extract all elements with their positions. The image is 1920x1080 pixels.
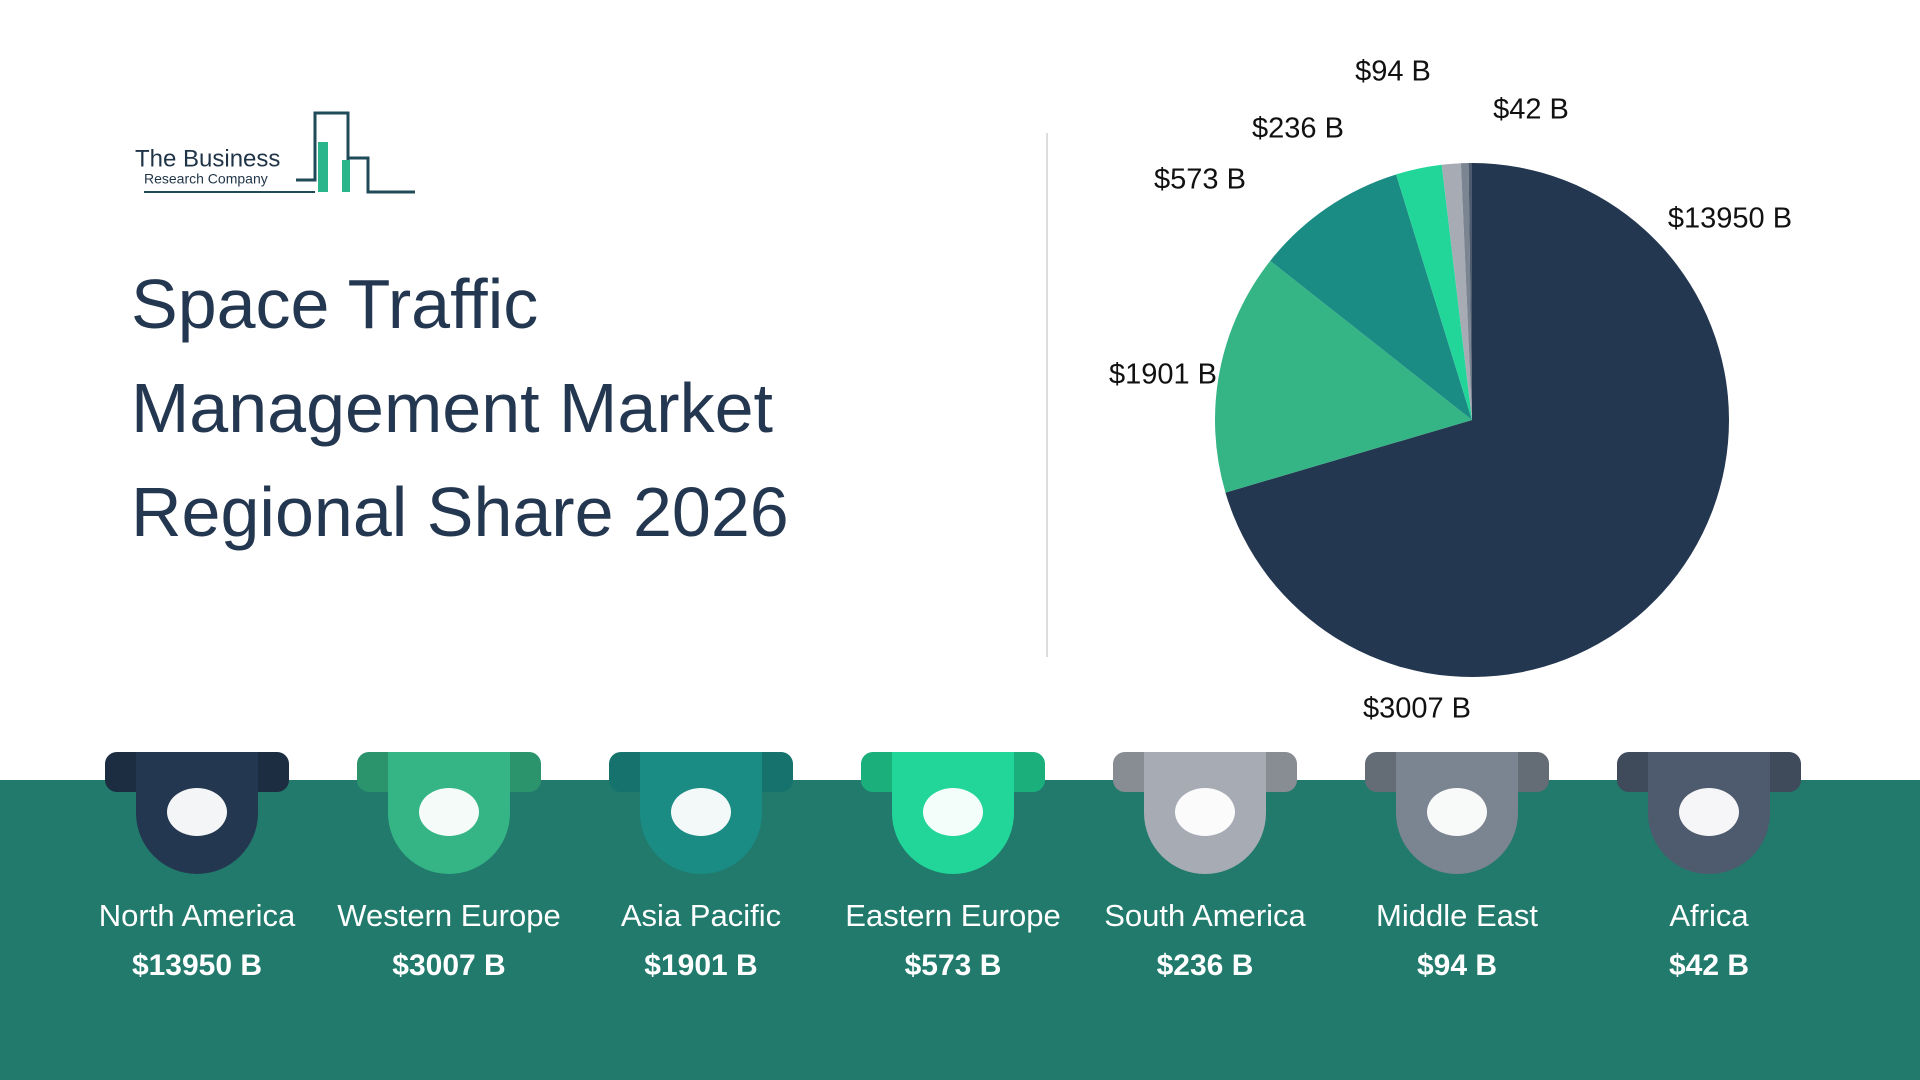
logo-bar — [342, 160, 350, 192]
slice-label: $236 B — [1252, 113, 1344, 145]
slice-label: $1901 B — [1109, 359, 1217, 391]
pie-slice — [1270, 174, 1472, 420]
slice-label: $3007 B — [1363, 693, 1471, 725]
logo-building — [348, 156, 415, 194]
chart-title: Space Traffic Management Market Regional… — [131, 265, 789, 551]
region-card: North America $13950 B — [99, 752, 296, 982]
region-value: $236 B — [1157, 949, 1254, 982]
slice-label: $13950 B — [1668, 203, 1792, 235]
logo-bar — [318, 142, 328, 192]
region-icon — [671, 788, 731, 836]
pie-slice — [1460, 163, 1472, 420]
region-card: South America $236 B — [1104, 752, 1307, 982]
region-card: Middle East $94 B — [1365, 752, 1549, 982]
region-name: South America — [1104, 898, 1306, 933]
region-name: Western Europe — [337, 898, 560, 933]
region-icon — [419, 788, 479, 836]
logo: The Business Research Company — [135, 111, 415, 194]
region-value: $13950 B — [132, 949, 262, 982]
pie-slice — [1468, 163, 1472, 420]
region-card: Western Europe $3007 B — [337, 752, 561, 982]
slice-label: $42 B — [1493, 94, 1569, 126]
pie-slice — [1225, 163, 1729, 677]
pie-slice — [1396, 164, 1472, 420]
pie-slice — [1215, 260, 1472, 493]
region-name: Eastern Europe — [845, 898, 1060, 933]
region-card: Eastern Europe $573 B — [845, 752, 1061, 982]
slice-label: $573 B — [1154, 164, 1246, 196]
region-icon — [1679, 788, 1739, 836]
logo-subtext: Research Company — [144, 171, 268, 187]
region-icon — [923, 788, 983, 836]
region-icon — [1427, 788, 1487, 836]
region-icon — [1175, 788, 1235, 836]
region-name: Middle East — [1376, 898, 1538, 933]
region-name: Africa — [1669, 898, 1749, 933]
region-name: Asia Pacific — [621, 898, 781, 933]
region-value: $3007 B — [392, 949, 505, 982]
logo-text: The Business — [135, 145, 280, 172]
region-icon — [167, 788, 227, 836]
pie-slice — [1441, 163, 1472, 420]
region-card: Asia Pacific $1901 B — [609, 752, 793, 982]
region-value: $573 B — [905, 949, 1002, 982]
region-name: North America — [99, 898, 296, 933]
slice-label: $94 B — [1355, 56, 1431, 88]
logo-building — [296, 111, 350, 192]
region-card: Africa $42 B — [1617, 752, 1801, 982]
region-value: $94 B — [1417, 949, 1497, 982]
region-value: $42 B — [1669, 949, 1749, 982]
region-value: $1901 B — [644, 949, 757, 982]
